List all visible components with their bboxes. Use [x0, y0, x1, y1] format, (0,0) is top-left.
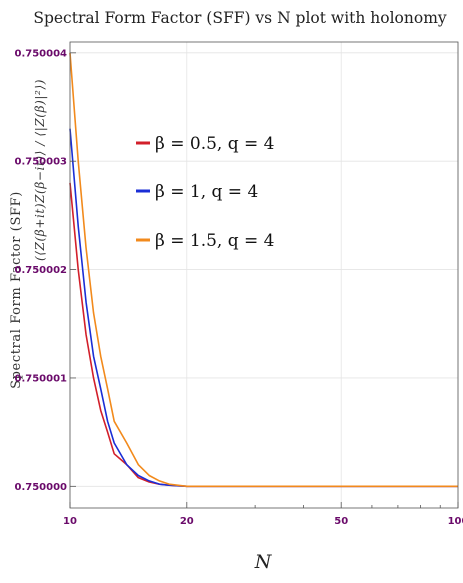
- y-tick-label: 0.750001: [14, 373, 67, 384]
- series-lines: [69, 52, 458, 488]
- plot-frame: [69, 41, 459, 509]
- legend-label-2: β = 1, q = 4: [155, 182, 258, 202]
- y-tick-label: 0.750000: [14, 482, 67, 493]
- chart-title: Spectral Form Factor (SFF) vs N plot wit…: [33, 9, 447, 27]
- x-tick-label: 100: [448, 516, 463, 527]
- y-axis-label-group: Spectral Form Factor (SFF): [9, 191, 24, 389]
- x-tick-label: 10: [63, 516, 77, 527]
- x-tick-label: 50: [334, 516, 348, 527]
- series-line-3: [69, 52, 458, 488]
- y-axis-label: Spectral Form Factor (SFF): [9, 191, 24, 389]
- x-axis-label: N: [254, 551, 273, 573]
- series-line-1: [69, 182, 458, 488]
- y-tick-label: 0.750002: [14, 265, 67, 276]
- y-tick-label: 0.750003: [14, 157, 67, 168]
- legend-label-1: β = 0.5, q = 4: [155, 134, 274, 154]
- y-axis-formula: (⟨Z(β+it)Z(β−it)⟩ / ⟨|Z(β)|²⟩): [33, 79, 47, 261]
- grid: [69, 42, 459, 508]
- y-tick-label: 0.750004: [14, 48, 67, 59]
- series-line-2: [69, 128, 458, 488]
- axis-ticks: 0.750000 0.750001 0.750002 0.750003 0.750004…: [14, 48, 463, 527]
- legend-label-3: β = 1.5, q = 4: [155, 231, 274, 251]
- y-axis-formula-group: (⟨Z(β+it)Z(β−it)⟩ / ⟨|Z(β)|²⟩): [33, 79, 47, 261]
- x-tick-label: 20: [180, 516, 194, 527]
- legend: β = 0.5, q = 4 β = 1, q = 4 β = 1.5, q = 4: [136, 134, 274, 251]
